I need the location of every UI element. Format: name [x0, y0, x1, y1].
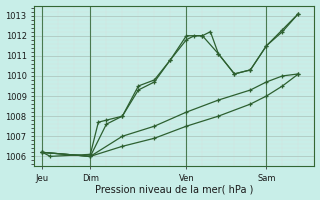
X-axis label: Pression niveau de la mer( hPa ): Pression niveau de la mer( hPa )	[95, 184, 253, 194]
